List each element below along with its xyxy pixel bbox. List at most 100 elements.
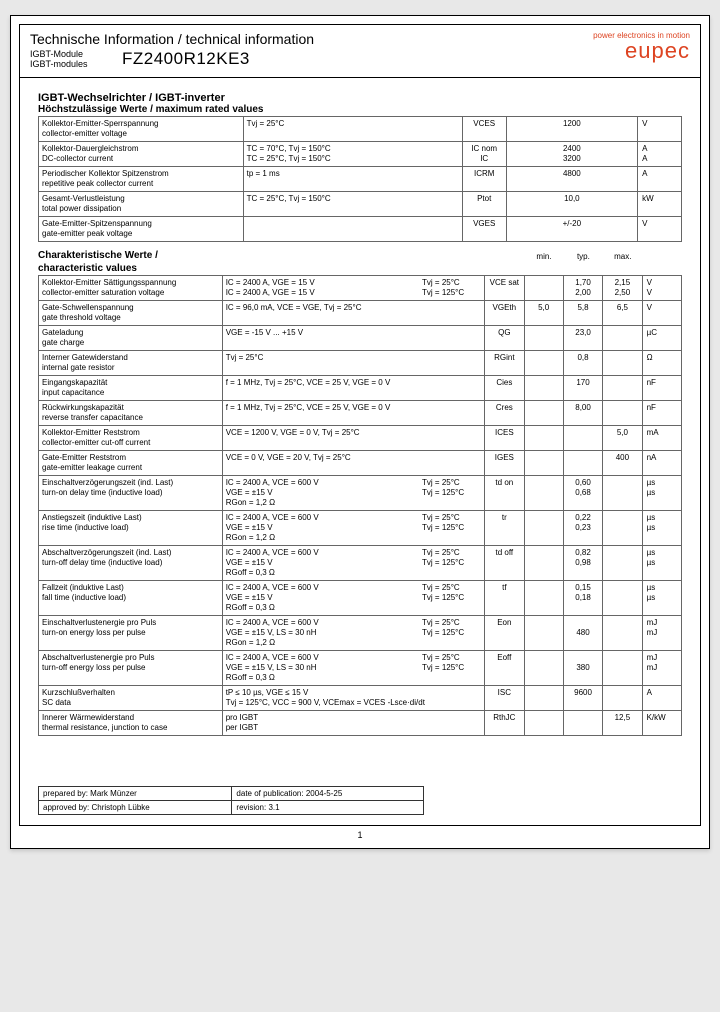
unit-cell: µsµs xyxy=(642,511,681,546)
val-cell xyxy=(594,117,638,142)
pub-date: date of publication: 2004-5-25 xyxy=(232,787,424,801)
unit-cell: V xyxy=(638,117,682,142)
min-cell: 5,0 xyxy=(524,301,563,326)
cond2-cell: Tvj = 25°CTvj = 125°C xyxy=(419,476,485,511)
val-cell xyxy=(506,192,550,217)
table-row: Kollektor-Emitter-Sperrspannungcollector… xyxy=(39,117,682,142)
param-cell: Kollektor-Emitter Sättigungsspannungcoll… xyxy=(39,276,223,301)
sym-cell: ISC xyxy=(485,686,524,711)
table-row: Eingangskapazitätinput capacitancef = 1 … xyxy=(39,376,682,401)
param-cell: Abschaltverzögerungszeit (ind. Last)turn… xyxy=(39,546,223,581)
min-cell xyxy=(524,546,563,581)
unit-cell: mJmJ xyxy=(642,651,681,686)
param-cell: Gesamt-Verlustleistungtotal power dissip… xyxy=(39,192,244,217)
cond-cell xyxy=(243,217,462,242)
sym-cell: td on xyxy=(485,476,524,511)
param-cell: Gate-Emitter-Spitzenspannunggate-emitter… xyxy=(39,217,244,242)
table-row: Interner Gatewiderstandinternal gate res… xyxy=(39,351,682,376)
sym-cell: Cres xyxy=(485,401,524,426)
min-cell xyxy=(524,276,563,301)
typ-cell: 0,8 xyxy=(563,351,602,376)
max-cell xyxy=(603,351,642,376)
table-row: Abschaltverlustenergie pro Pulsturn-off … xyxy=(39,651,682,686)
param-cell: Periodischer Kollektor Spitzenstromrepet… xyxy=(39,167,244,192)
param-cell: Anstiegszeit (induktive Last)rise time (… xyxy=(39,511,223,546)
sym-cell: RthJC xyxy=(485,711,524,736)
section2-title: Charakteristische Werte / characteristic… xyxy=(38,250,158,274)
typ-cell: 170 xyxy=(563,376,602,401)
prepared-by: prepared by: Mark Münzer xyxy=(39,787,232,801)
param-cell: Fallzeit (induktive Last)fall time (indu… xyxy=(39,581,223,616)
typ-cell: 23,0 xyxy=(563,326,602,351)
approved-by: approved by: Christoph Lübke xyxy=(39,801,232,815)
param-cell: Innerer Wärmewiderstandthermal resistanc… xyxy=(39,711,223,736)
unit-cell: Ω xyxy=(642,351,681,376)
unit-cell: A xyxy=(638,167,682,192)
unit-cell: V xyxy=(642,301,681,326)
header-left: Technische Information / technical infor… xyxy=(30,31,593,69)
param-cell: Eingangskapazitätinput capacitance xyxy=(39,376,223,401)
sym-cell: IGES xyxy=(485,451,524,476)
table-row: Gate-Emitter Reststromgate-emitter leaka… xyxy=(39,451,682,476)
table-row: Rückwirkungskapazitätreverse transfer ca… xyxy=(39,401,682,426)
revision: revision: 3.1 xyxy=(232,801,424,815)
typ-cell: 0,150,18 xyxy=(563,581,602,616)
min-cell xyxy=(524,686,563,711)
typ-cell: 0,220,23 xyxy=(563,511,602,546)
col-min: min. xyxy=(524,250,563,275)
cond-cell: IC = 96,0 mA, VCE = VGE, Tvj = 25°C xyxy=(222,301,484,326)
header-right: power electronics in motion eupec xyxy=(593,31,690,69)
typ-cell: 9600 xyxy=(563,686,602,711)
sym-cell: tf xyxy=(485,581,524,616)
col-typ: typ. xyxy=(564,250,603,275)
min-cell xyxy=(524,351,563,376)
sym-cell: IC nomIC xyxy=(462,142,506,167)
cond2-cell: Tvj = 25°CTvj = 125°C xyxy=(419,581,485,616)
val-cell xyxy=(506,217,550,242)
max-cell: 5,0 xyxy=(603,426,642,451)
param-cell: Gate-Emitter Reststromgate-emitter leaka… xyxy=(39,451,223,476)
sym-cell: RGint xyxy=(485,351,524,376)
cond-cell: Tvj = 25°C xyxy=(222,351,484,376)
min-cell xyxy=(524,326,563,351)
cond2-cell: Tvj = 25°CTvj = 125°C xyxy=(419,546,485,581)
max-cell xyxy=(603,581,642,616)
page-frame: Technische Information / technical infor… xyxy=(19,24,701,826)
min-cell xyxy=(524,511,563,546)
table-row: Kollektor-DauergleichstromDC-collector c… xyxy=(39,142,682,167)
val-cell xyxy=(506,142,550,167)
sym-cell: Eon xyxy=(485,616,524,651)
unit-cell: mJmJ xyxy=(642,616,681,651)
table-row: Anstiegszeit (induktive Last)rise time (… xyxy=(39,511,682,546)
brand-logo: eupec xyxy=(593,40,690,62)
max-cell xyxy=(603,476,642,511)
min-cell xyxy=(524,616,563,651)
section1-title: IGBT-Wechselrichter / IGBT-inverter xyxy=(38,92,682,104)
unit-cell: AA xyxy=(638,142,682,167)
cond-cell: f = 1 MHz, Tvj = 25°C, VCE = 25 V, VGE =… xyxy=(222,376,484,401)
table-row: Einschaltverlustenergie pro Pulsturn-on … xyxy=(39,616,682,651)
sym-cell: VCES xyxy=(462,117,506,142)
cond2-cell: Tvj = 25°CTvj = 125°C xyxy=(419,511,485,546)
min-cell xyxy=(524,376,563,401)
content-area: IGBT-Wechselrichter / IGBT-inverter Höch… xyxy=(20,78,700,825)
min-cell xyxy=(524,426,563,451)
min-cell xyxy=(524,451,563,476)
section1-sub: Höchstzulässige Werte / maximum rated va… xyxy=(38,104,682,115)
table-row: Gate-Schwellenspannunggate threshold vol… xyxy=(39,301,682,326)
param-cell: Kollektor-Emitter-Sperrspannungcollector… xyxy=(39,117,244,142)
char-header-row: Charakteristische Werte / characteristic… xyxy=(38,250,682,275)
val-cell xyxy=(506,117,550,142)
module-type: IGBT-Module IGBT-modules xyxy=(30,49,88,69)
sym-cell: QG xyxy=(485,326,524,351)
sym-cell: VGES xyxy=(462,217,506,242)
sym-cell: ICES xyxy=(485,426,524,451)
cond-cell: IC = 2400 A, VCE = 600 VVGE = ±15 VRGon … xyxy=(222,511,419,546)
unit-cell: µsµs xyxy=(642,476,681,511)
typ-cell xyxy=(563,711,602,736)
param-cell: Einschaltverzögerungszeit (ind. Last)tur… xyxy=(39,476,223,511)
val-cell: +/-20 xyxy=(550,217,594,242)
cond-cell: VCE = 0 V, VGE = 20 V, Tvj = 25°C xyxy=(222,451,484,476)
unit-cell: mA xyxy=(642,426,681,451)
max-cell xyxy=(603,651,642,686)
